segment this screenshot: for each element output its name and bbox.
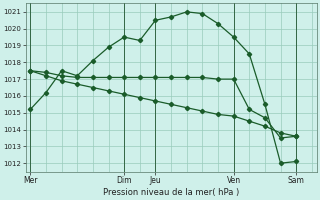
X-axis label: Pression niveau de la mer( hPa ): Pression niveau de la mer( hPa ) <box>103 188 239 197</box>
